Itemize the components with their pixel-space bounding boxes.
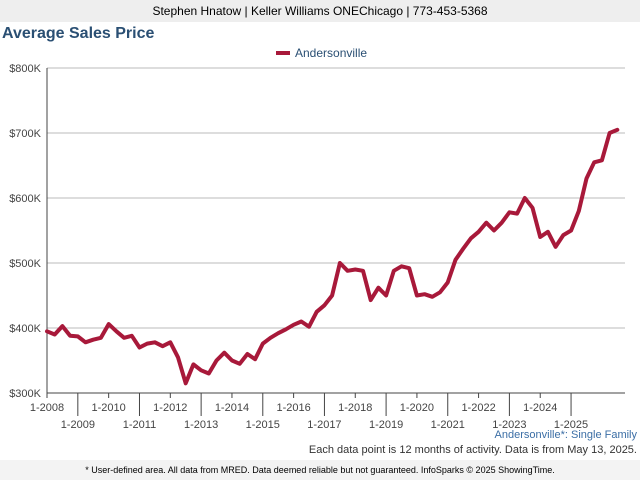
- x-tick-label: 1-2013: [184, 419, 218, 431]
- x-tick-label: 1-2017: [307, 419, 341, 431]
- x-tick-label: 1-2012: [153, 402, 187, 414]
- series-caption: Andersonville*: Single Family: [494, 429, 637, 441]
- x-tick-label: 1-2010: [92, 402, 126, 414]
- x-tick-label: 1-2008: [30, 402, 64, 414]
- data-note: Each data point is 12 months of activity…: [308, 444, 637, 456]
- x-tick-label: 1-2014: [215, 402, 249, 414]
- y-tick-label: $300K: [9, 388, 41, 400]
- x-tick-label: 1-2015: [246, 419, 280, 431]
- chart-title: Average Sales Price: [2, 25, 155, 42]
- x-tick-label: 1-2021: [431, 419, 465, 431]
- x-tick-label: 1-2009: [61, 419, 95, 431]
- y-tick-label: $500K: [9, 258, 41, 270]
- legend-label: Andersonville: [295, 46, 367, 60]
- x-tick-label: 1-2019: [369, 419, 403, 431]
- y-tick-label: $400K: [9, 323, 41, 335]
- x-tick-label: 1-2020: [400, 402, 434, 414]
- banner-text: Stephen Hnatow | Keller Williams ONEChic…: [152, 4, 488, 18]
- header-banner: Stephen Hnatow | Keller Williams ONEChic…: [0, 0, 640, 22]
- y-tick-label: $700K: [9, 128, 41, 140]
- x-tick-label: 1-2025: [554, 419, 588, 431]
- y-tick-label: $800K: [9, 63, 41, 75]
- y-tick-label: $600K: [9, 193, 41, 205]
- x-tick-label: 1-2022: [461, 402, 495, 414]
- series-line-andersonville: [45, 127, 620, 386]
- x-tick-label: 1-2023: [492, 419, 526, 431]
- x-tick-label: 1-2024: [523, 402, 557, 414]
- x-tick-label: 1-2018: [338, 402, 372, 414]
- x-tick-label: 1-2011: [123, 419, 156, 431]
- x-tick-label: 1-2016: [276, 402, 310, 414]
- disclaimer: * User-defined area. All data from MRED.…: [0, 460, 640, 480]
